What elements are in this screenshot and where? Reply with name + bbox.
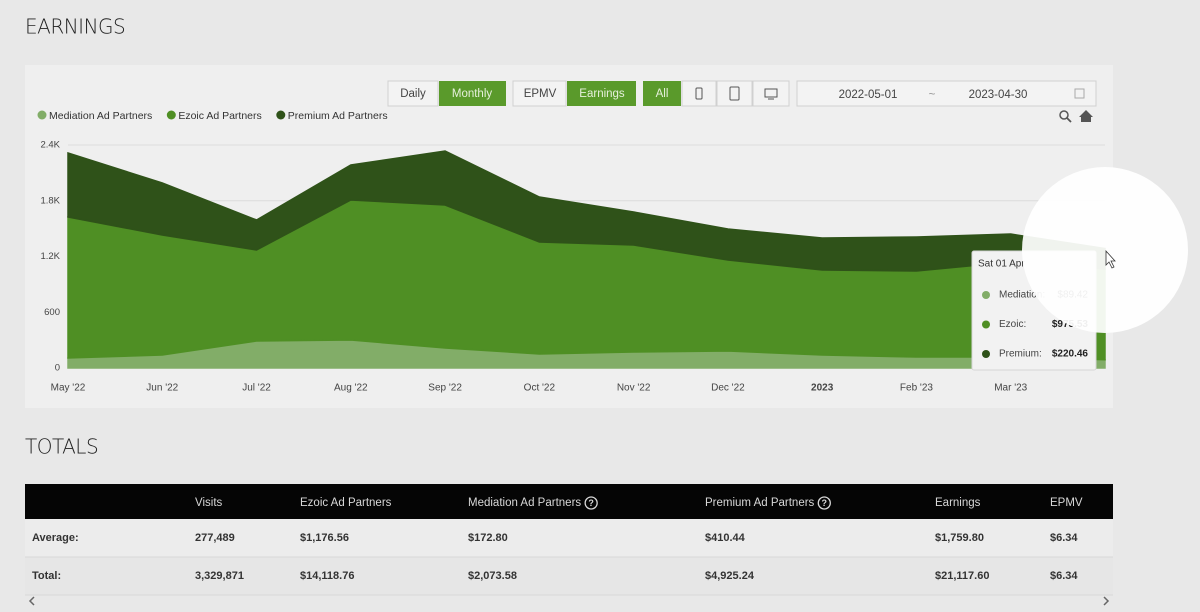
date-to: 2023-04-30 (969, 89, 1028, 101)
mobile-button[interactable] (681, 80, 717, 107)
tooltip-marker (982, 350, 990, 358)
desktop-button[interactable] (752, 80, 790, 107)
column-header: Visits (195, 497, 223, 509)
help-icon[interactable] (584, 496, 598, 510)
legend-marker (276, 110, 286, 120)
monthly-button[interactable] (439, 81, 506, 106)
column-header: Mediation Ad Partners (468, 497, 581, 509)
tablet-button[interactable] (716, 80, 753, 107)
tooltip-marker (982, 291, 990, 299)
x-tick-label: Sep '22 (428, 383, 462, 394)
table-cell: $2,073.58 (468, 570, 517, 582)
x-tick-label: Dec '22 (711, 383, 745, 394)
totals-title: TOTALS (25, 435, 98, 459)
zoom-icon[interactable] (1059, 110, 1069, 120)
x-tick-label: Feb '23 (900, 383, 933, 394)
x-tick-label: Jul '22 (242, 383, 271, 394)
y-tick-label: 600 (44, 307, 60, 318)
y-tick-label: 1.2K (40, 251, 60, 262)
table-cell: $21,117.60 (935, 570, 989, 582)
column-header: EPMV (1050, 497, 1083, 509)
monthly-label: Monthly (452, 88, 493, 100)
epmv-button[interactable] (512, 80, 567, 107)
cursor (1105, 249, 1116, 269)
y-tick-label: 2.4K (40, 140, 60, 151)
legend-label[interactable]: Mediation Ad Partners (49, 110, 152, 122)
home-icon[interactable] (1079, 110, 1093, 122)
earnings-label: Earnings (579, 88, 625, 100)
x-tick-label: Nov '22 (617, 383, 651, 394)
scroll-left[interactable] (28, 596, 35, 606)
table-cell: $4,925.24 (705, 570, 755, 582)
date-from: 2022-05-01 (839, 89, 898, 101)
all-devices-button[interactable] (643, 81, 681, 106)
all-devices-label: All (656, 88, 669, 100)
legend-marker (37, 110, 47, 120)
table-cell: 277,489 (195, 532, 235, 544)
tooltip-value: $220.46 (1052, 349, 1089, 360)
table-cell: $14,118.76 (300, 570, 354, 582)
date-separator: ~ (929, 89, 936, 101)
table-row (25, 557, 1113, 595)
page-title: EARNINGS (25, 15, 125, 39)
table-cell: $172.80 (468, 532, 508, 544)
chart: Mediation Ad Partners Ezoic Ad Partners Pr… (37, 110, 1106, 394)
table-row (25, 519, 1113, 557)
column-header: Earnings (935, 497, 981, 509)
calendar-icon (1074, 88, 1085, 99)
zoom-icon-handle (1066, 117, 1072, 123)
desktop-icon (764, 88, 778, 98)
table-cell: 3,329,871 (195, 570, 244, 582)
table-cell: $6.34 (1050, 570, 1078, 582)
tooltip-label: Ezoic: (999, 319, 1026, 330)
cursor-highlight (1022, 167, 1188, 333)
help-icon-glyph: ? (588, 498, 594, 508)
column-header: Ezoic Ad Partners (300, 497, 392, 509)
daily-label: Daily (400, 88, 426, 100)
daily-button[interactable] (387, 80, 439, 107)
legend-label[interactable]: Ezoic Ad Partners (178, 110, 261, 122)
help-icon-glyph: ? (822, 498, 828, 508)
tooltip-marker (982, 320, 990, 329)
x-tick-label: Jun '22 (146, 383, 178, 394)
table-header (25, 484, 1113, 519)
row-label: Average: (32, 532, 79, 544)
row-label: Total: (32, 570, 61, 582)
tooltip-label: Mediation: (999, 290, 1045, 301)
tooltip-title: Sat 01 Apr (978, 259, 1025, 270)
table-cell: $410.44 (705, 532, 746, 544)
table-cell: $6.34 (1050, 532, 1078, 544)
mobile-icon (695, 87, 703, 100)
help-icon[interactable] (817, 496, 831, 510)
y-tick-label: 1.8K (40, 195, 60, 206)
table-cell: $1,759.80 (935, 532, 984, 544)
totals-table: Visits Ezoic Ad Partners Mediation Ad Part… (25, 484, 1113, 606)
x-tick-label: Aug '22 (334, 383, 368, 394)
x-tick-label: May '22 (51, 383, 86, 394)
tablet-icon (729, 86, 740, 101)
legend-label[interactable]: Premium Ad Partners (288, 110, 388, 122)
x-tick-label: Oct '22 (524, 383, 556, 394)
earnings-button[interactable] (567, 81, 636, 106)
legend-marker (166, 110, 176, 120)
x-tick-label: Mar '23 (994, 383, 1027, 394)
x-tick-label: 2023 (811, 383, 834, 394)
date-range[interactable] (796, 80, 1097, 107)
table-cell: $1,176.56 (300, 532, 349, 544)
epmv-label: EPMV (524, 88, 557, 100)
column-header: Premium Ad Partners (705, 497, 815, 509)
y-tick-label: 0 (55, 363, 60, 374)
tooltip-label: Premium: (999, 349, 1042, 360)
scroll-right[interactable] (1103, 596, 1110, 606)
